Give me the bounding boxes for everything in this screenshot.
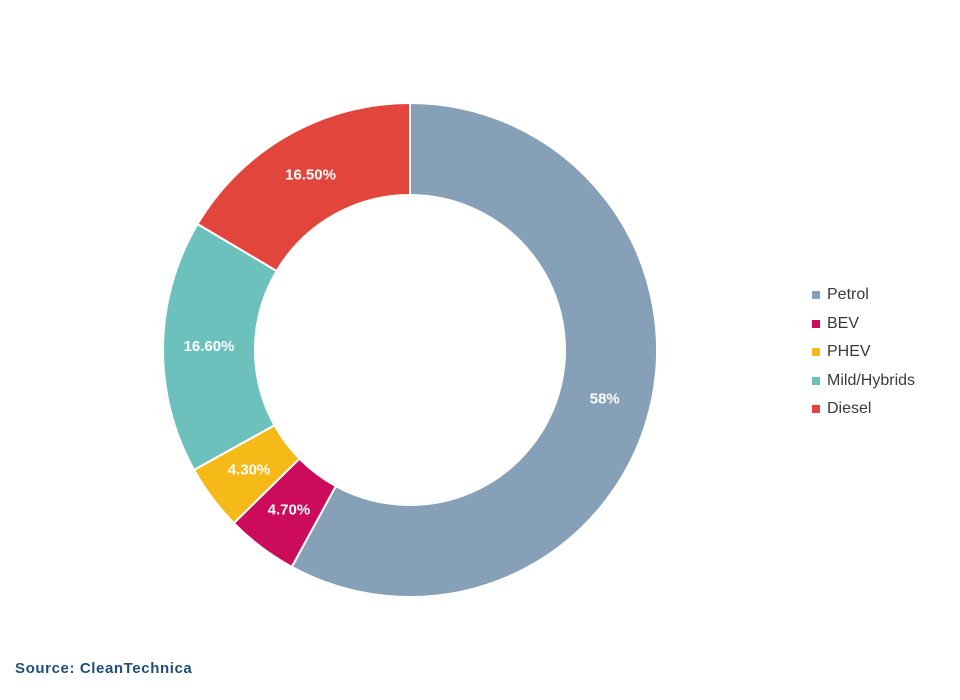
legend-swatch	[812, 376, 820, 385]
legend-swatch	[812, 319, 820, 328]
legend-swatch	[812, 405, 820, 414]
legend-label: PHEV	[827, 343, 871, 361]
legend-item-mild-hybrids: Mild/Hybrids	[812, 367, 915, 396]
legend-item-phev: PHEV	[812, 338, 915, 367]
slice-petrol	[290, 101, 658, 598]
donut-slices	[162, 101, 658, 598]
data-label-phev: 4.30%	[228, 461, 271, 478]
legend-label: BEV	[827, 314, 860, 332]
slice-diesel	[196, 101, 411, 273]
data-label-bev: 4.70%	[268, 501, 311, 518]
data-label-mild-hybrids: 16.60%	[184, 338, 235, 355]
legend-swatch	[812, 291, 820, 300]
source-note: Source: CleanTechnica	[15, 660, 193, 677]
legend-label: Diesel	[827, 400, 872, 418]
legend: Petrol BEV PHEV Mild/Hybrids Diesel	[812, 281, 915, 424]
data-label-petrol: 58%	[590, 391, 620, 408]
legend-label: Mild/Hybrids	[827, 371, 916, 389]
legend-swatch	[812, 348, 820, 357]
legend-item-petrol: Petrol	[812, 281, 915, 310]
legend-item-diesel: Diesel	[812, 395, 915, 424]
legend-item-bev: BEV	[812, 310, 915, 339]
legend-label: Petrol	[827, 286, 869, 304]
data-label-diesel: 16.50%	[285, 166, 336, 183]
donut-data-labels: 58% 4.70% 4.30% 16.60% 16.50%	[184, 166, 620, 518]
